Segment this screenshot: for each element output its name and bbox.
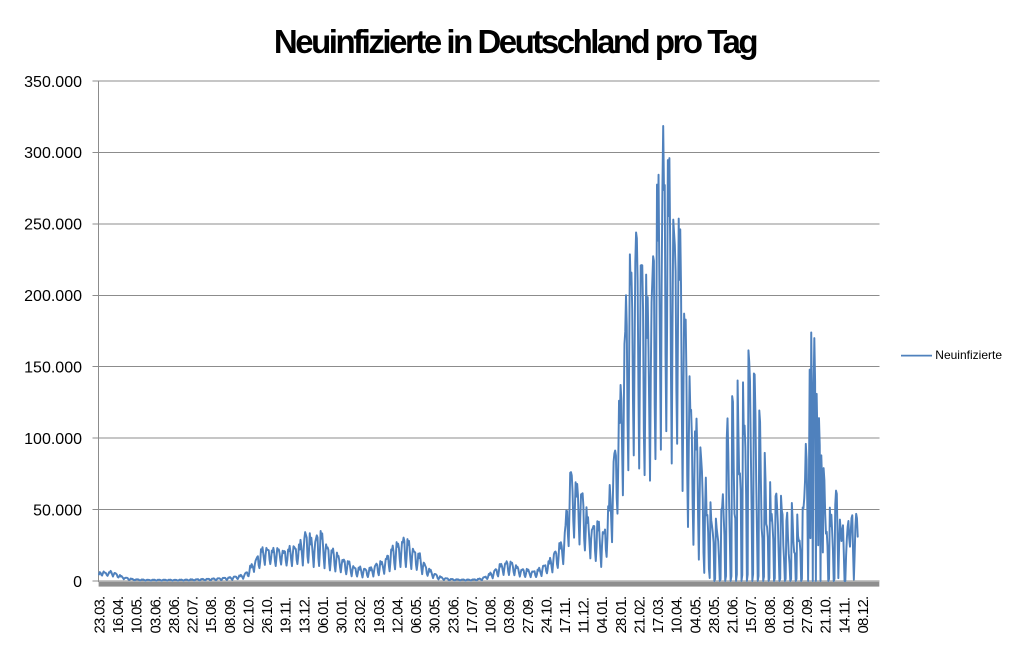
svg-text:100.000: 100.000 [24, 431, 82, 448]
svg-text:22.07.: 22.07. [185, 597, 202, 634]
svg-text:19.03.: 19.03. [371, 597, 388, 634]
svg-text:14.11.: 14.11. [836, 598, 853, 634]
svg-text:28.06.: 28.06. [166, 597, 183, 634]
svg-text:13.12.: 13.12. [296, 597, 313, 634]
svg-text:08.08.: 08.08. [762, 597, 779, 634]
svg-text:250.000: 250.000 [24, 217, 82, 234]
svg-text:04.01.: 04.01. [594, 597, 611, 634]
svg-text:06.05.: 06.05. [408, 597, 425, 634]
svg-text:10.05.: 10.05. [129, 597, 146, 634]
svg-text:350.000: 350.000 [24, 74, 82, 91]
svg-text:17.11.: 17.11. [557, 598, 574, 634]
svg-text:21.10.: 21.10. [818, 597, 835, 634]
svg-text:Neuinfizierte: Neuinfizierte [935, 348, 1002, 362]
svg-text:150.000: 150.000 [24, 360, 82, 377]
svg-text:06.01.: 06.01. [315, 597, 332, 634]
svg-text:08.09.: 08.09. [222, 597, 239, 634]
svg-text:21.06.: 21.06. [725, 597, 742, 634]
svg-text:28.05.: 28.05. [706, 597, 723, 634]
svg-text:11.12.: 11.12. [576, 598, 593, 634]
svg-text:0: 0 [73, 574, 82, 591]
svg-text:50.000: 50.000 [33, 502, 82, 519]
svg-text:10.08.: 10.08. [483, 597, 500, 634]
svg-text:04.05.: 04.05. [687, 597, 704, 634]
svg-text:21.02.: 21.02. [631, 597, 648, 634]
svg-text:10.04.: 10.04. [669, 597, 686, 634]
svg-text:17.03.: 17.03. [650, 597, 667, 634]
svg-text:200.000: 200.000 [24, 288, 82, 305]
svg-text:15.07.: 15.07. [743, 597, 760, 634]
svg-text:15.08.: 15.08. [203, 597, 220, 634]
svg-text:02.10.: 02.10. [240, 597, 257, 634]
svg-text:08.12.: 08.12. [855, 597, 872, 634]
svg-text:30.05.: 30.05. [427, 597, 444, 634]
svg-text:17.07.: 17.07. [464, 597, 481, 634]
svg-text:03.09.: 03.09. [501, 597, 518, 634]
svg-text:23.06.: 23.06. [445, 597, 462, 634]
svg-text:300.000: 300.000 [24, 145, 82, 162]
svg-text:24.10.: 24.10. [538, 597, 555, 634]
svg-text:12.04.: 12.04. [389, 597, 406, 634]
svg-text:23.02.: 23.02. [352, 597, 369, 634]
svg-text:27.09.: 27.09. [520, 597, 537, 634]
svg-text:16.04.: 16.04. [110, 597, 127, 634]
svg-text:19.11.: 19.11. [278, 598, 295, 634]
svg-text:28.01.: 28.01. [613, 597, 630, 634]
svg-text:30.01.: 30.01. [334, 597, 351, 634]
svg-text:03.06.: 03.06. [147, 597, 164, 634]
svg-text:23.03.: 23.03. [92, 597, 109, 634]
svg-text:26.10.: 26.10. [259, 597, 276, 634]
svg-text:27.09.: 27.09. [799, 597, 816, 634]
svg-text:Neuinfizierte in Deutschland p: Neuinfizierte in Deutschland pro Tag [274, 23, 756, 60]
svg-text:01.09.: 01.09. [780, 597, 797, 634]
